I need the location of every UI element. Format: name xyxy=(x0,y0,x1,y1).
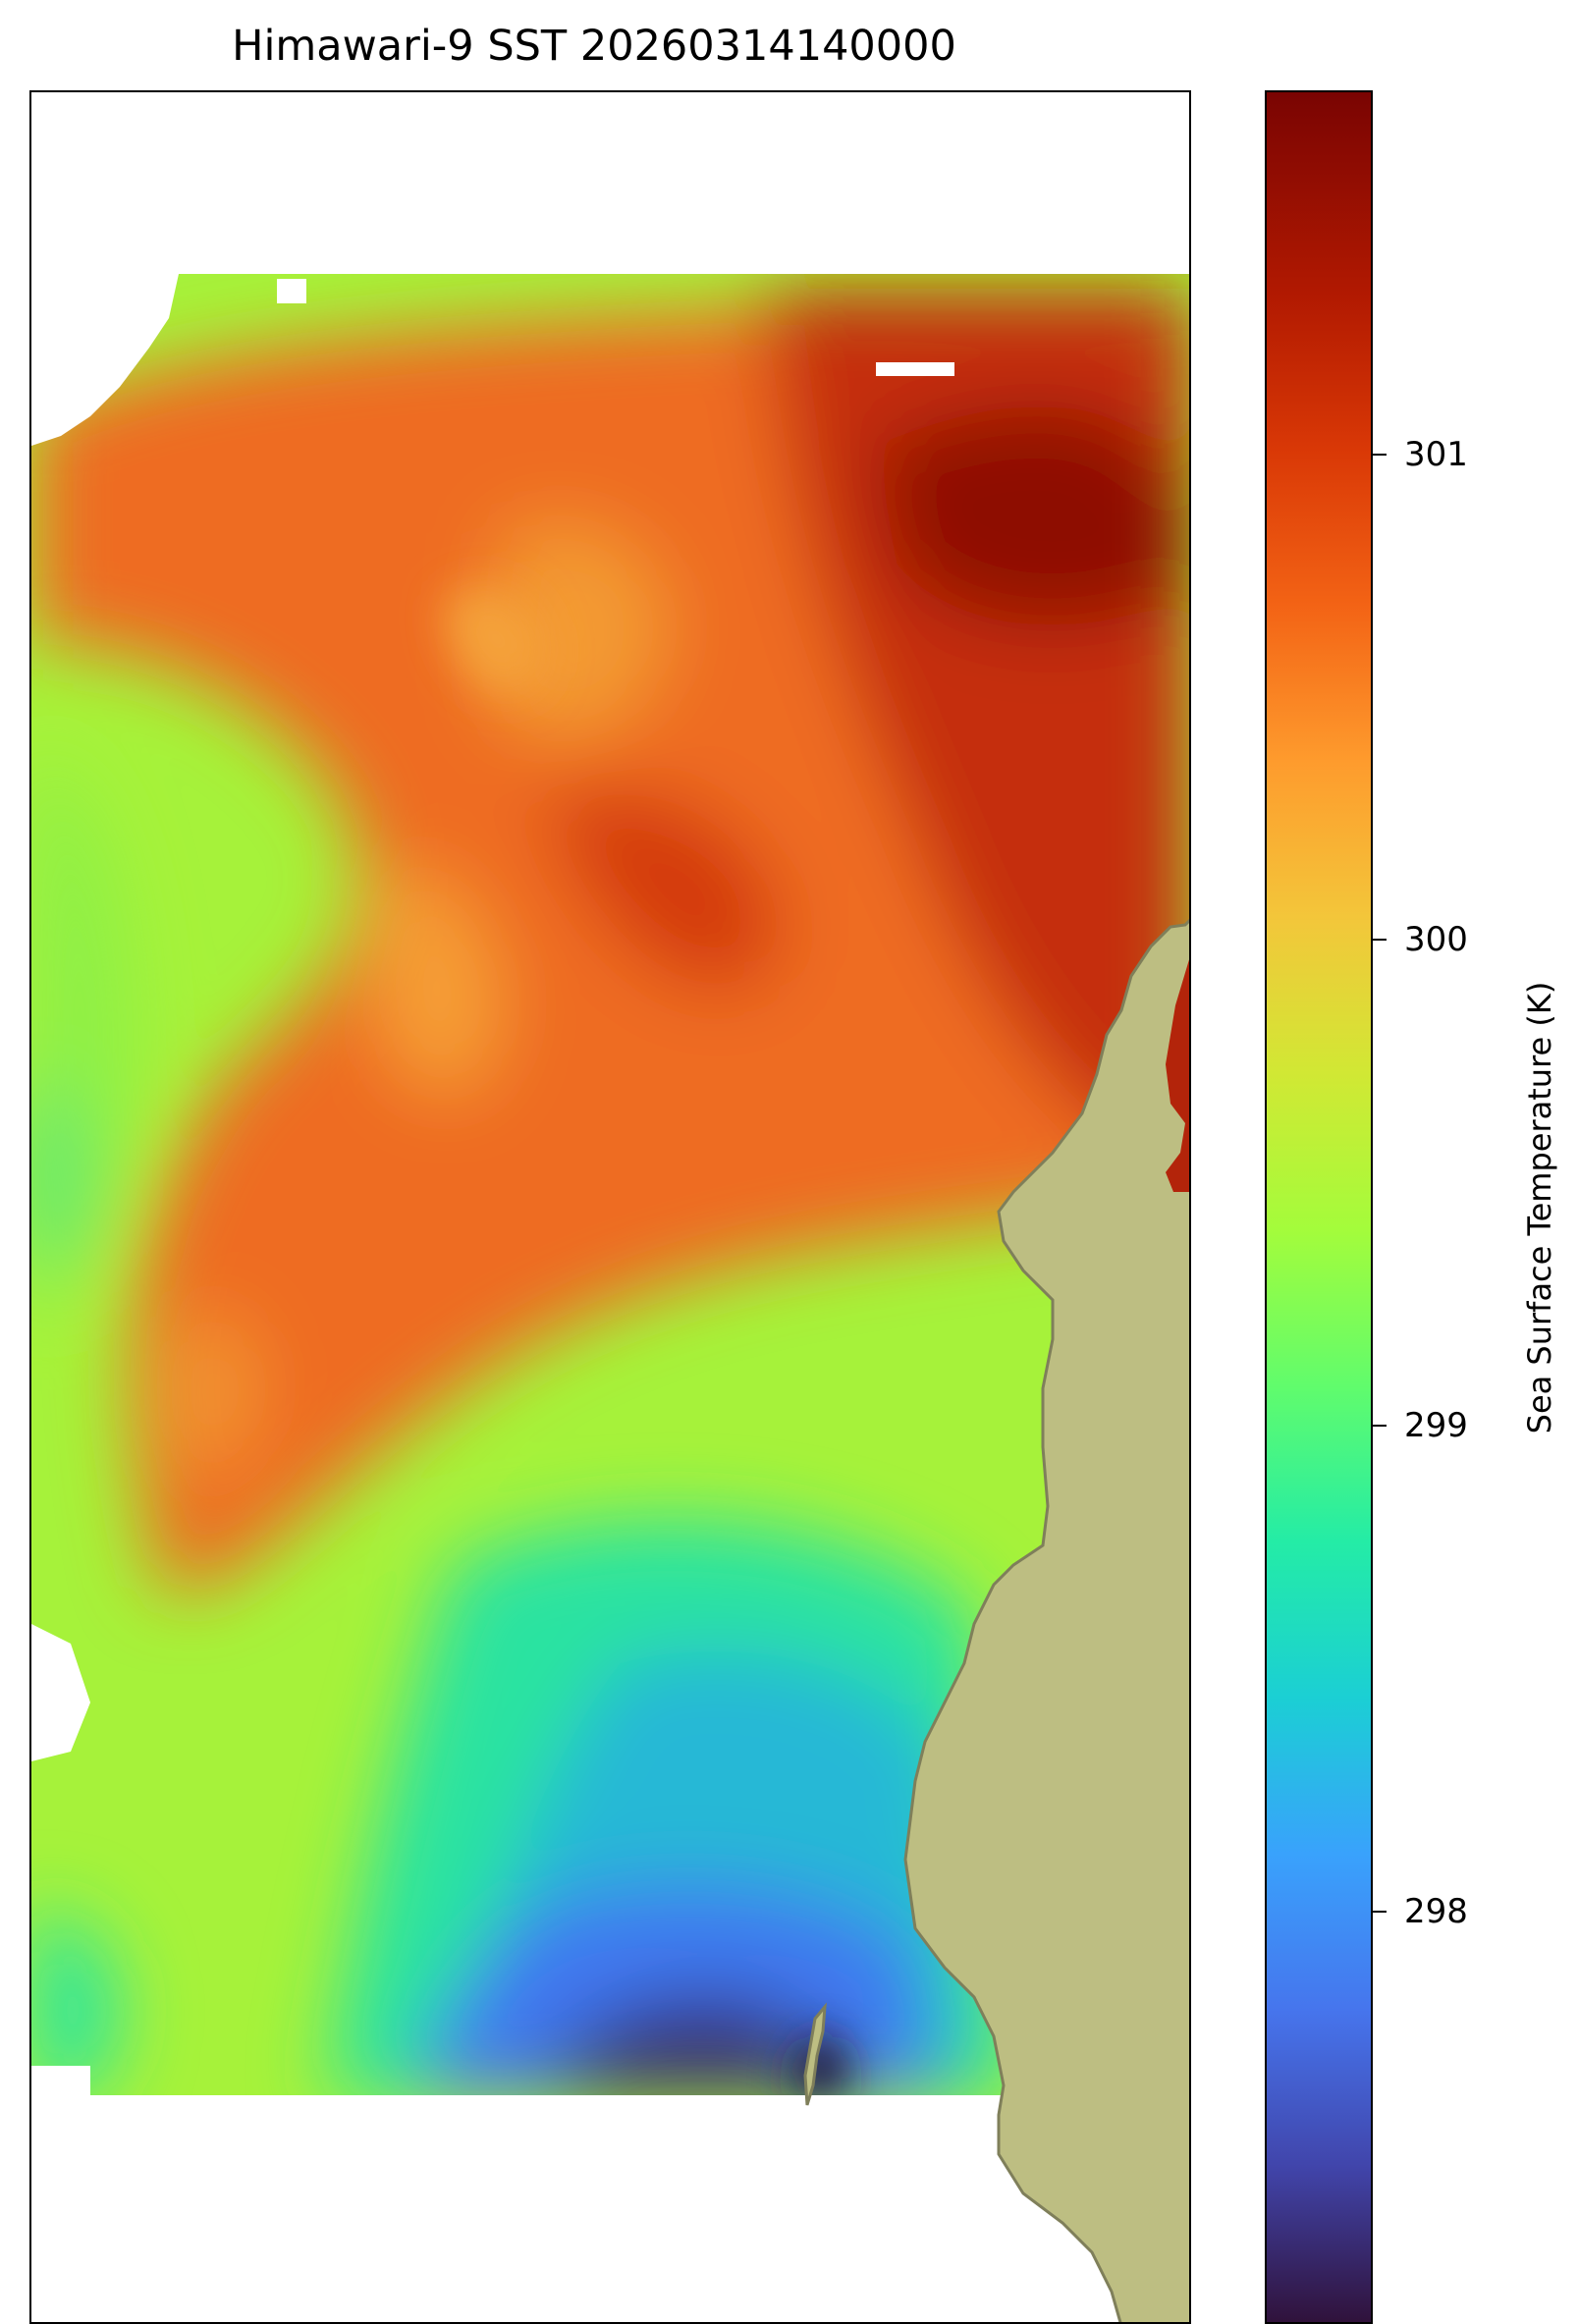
colorbar xyxy=(1265,90,1373,2324)
chart-title: Himawari-9 SST 20260314140000 xyxy=(232,22,956,71)
land-mass xyxy=(903,918,1189,2322)
sst-map xyxy=(29,90,1191,2324)
sst-data-area xyxy=(31,274,1189,2095)
colorbar-tick-label: 299 xyxy=(1404,1406,1468,1446)
colorbar-tick xyxy=(1373,1910,1387,1913)
small-island xyxy=(803,2002,827,2106)
colorbar-tick-label: 298 xyxy=(1404,1891,1468,1931)
colorbar-tick xyxy=(1373,1425,1387,1428)
colorbar-tick xyxy=(1373,453,1387,456)
colorbar-tick-label: 301 xyxy=(1404,434,1468,474)
sst-field xyxy=(31,92,1189,2322)
colorbar-tick xyxy=(1373,939,1387,942)
colorbar-tick-label: 300 xyxy=(1404,920,1468,960)
colorbar-label: Sea Surface Temperature (K) xyxy=(1521,981,1558,1434)
no-data-gaps xyxy=(31,92,1189,2322)
